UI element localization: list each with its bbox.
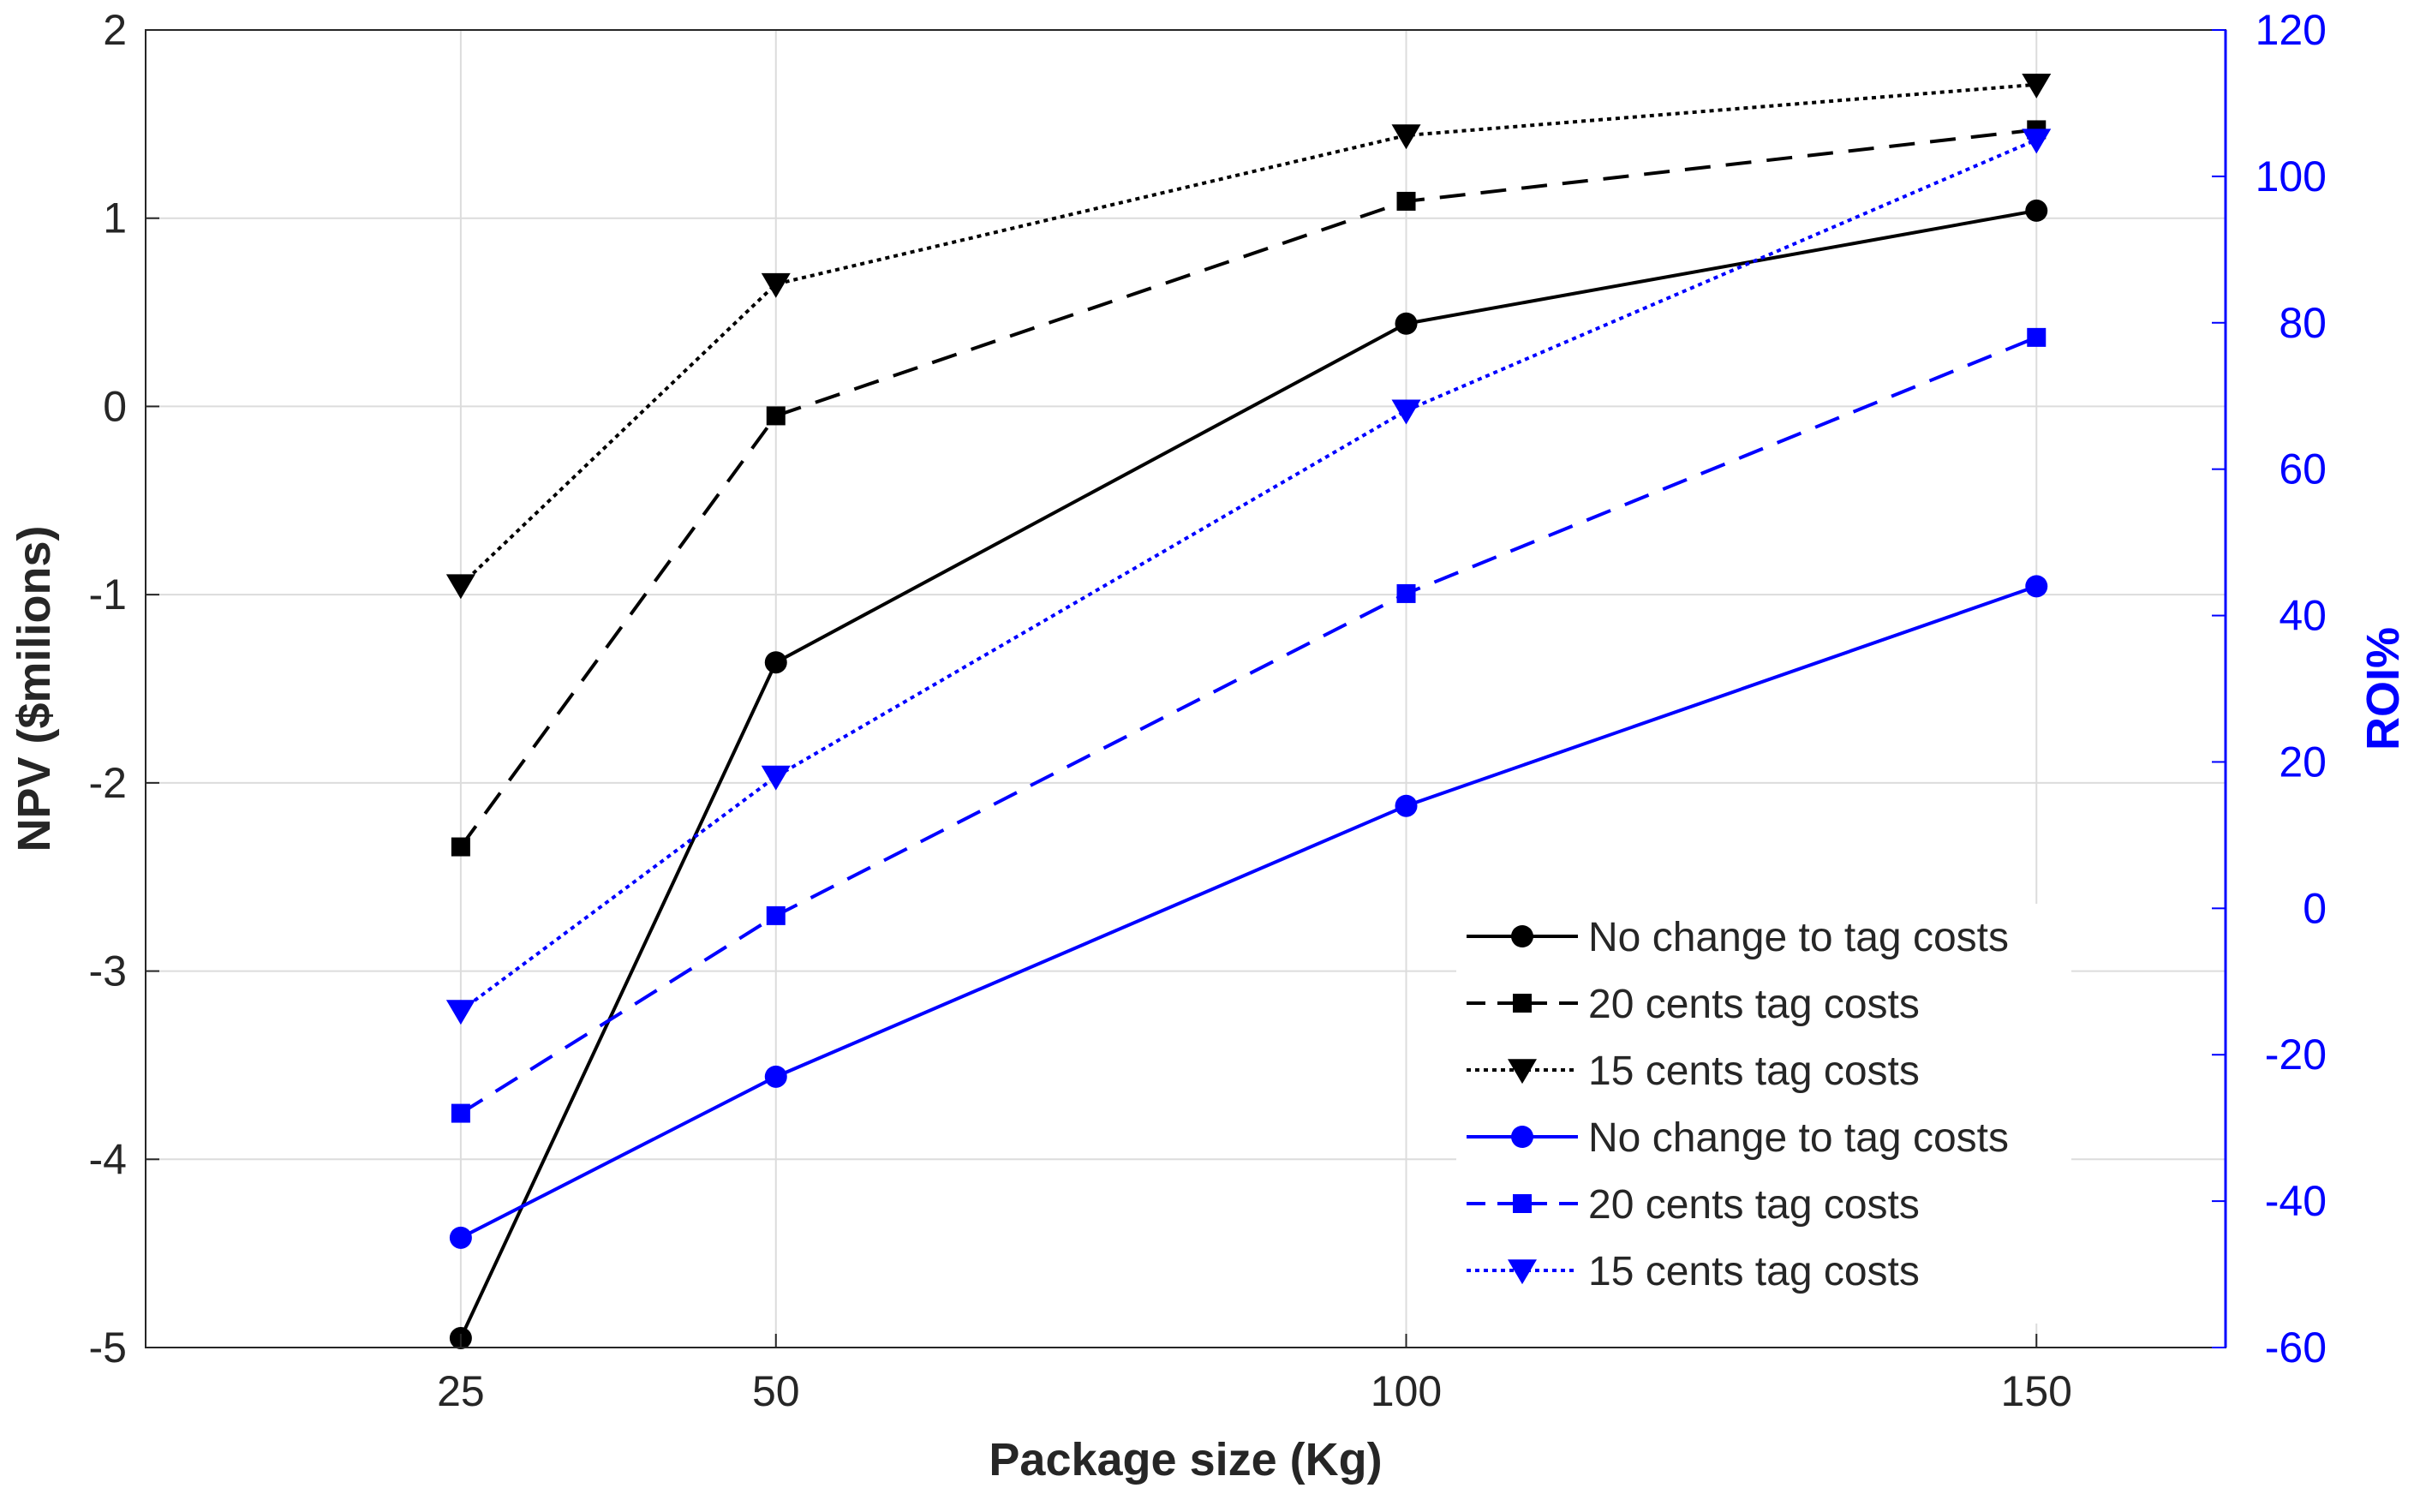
series-line-2 <box>459 82 2037 587</box>
series-2-point <box>2022 73 2052 99</box>
legend: No change to tag costs 20 cents tag costs… <box>1456 904 2071 1324</box>
legend-background <box>1456 904 2071 1324</box>
y-right-axis-title: ROI% <box>2357 627 2409 750</box>
legend-label-4: 20 cents tag costs <box>1588 1182 1920 1228</box>
grid-layer <box>146 30 2226 1348</box>
series-5-point <box>445 1000 475 1025</box>
x-tick-label: 150 <box>2001 1367 2072 1415</box>
y-left-tick-label: 2 <box>103 6 127 54</box>
series-2-point <box>1391 124 1421 150</box>
y-left-tick-label: -3 <box>89 947 127 995</box>
series-line-5 <box>459 138 2038 1013</box>
series-5-point <box>1391 399 1421 425</box>
y-right-tick-label: -20 <box>2265 1031 2327 1079</box>
legend-label-0: No change to tag costs <box>1588 915 2009 960</box>
y-right-tick-label: 60 <box>2279 445 2327 493</box>
series-1-point <box>1396 191 1416 211</box>
series-2-point <box>445 574 475 600</box>
y-right-tick-label: 120 <box>2256 6 2327 54</box>
tick-layer: 25 50 100 150 -5 -4 -3 -2 -1 0 1 2 -60 -40 -20 0 20 40 60 8… <box>89 6 2327 1415</box>
series-2-point <box>761 272 791 298</box>
series-3-point <box>1395 794 1418 817</box>
series-5-point <box>761 765 791 791</box>
series-0-point <box>1395 312 1418 335</box>
legend-label-5: 15 cents tag costs <box>1588 1249 1920 1294</box>
legend-label-2: 15 cents tag costs <box>1588 1049 1920 1094</box>
series-1-point <box>451 837 470 857</box>
series-0-point <box>764 651 787 674</box>
y-left-axis-title: NPV ($milions) <box>9 525 60 852</box>
y-left-tick-label: -1 <box>89 571 127 619</box>
legend-label-1: 20 cents tag costs <box>1588 982 1920 1027</box>
series-4-point <box>1396 583 1416 603</box>
y-right-tick-label: 80 <box>2279 299 2327 347</box>
legend-marker-5 <box>1508 1259 1537 1285</box>
series-4-point <box>451 1103 470 1123</box>
legend-marker-1 <box>1513 994 1532 1013</box>
y-left-tick-label: 0 <box>103 382 127 430</box>
series-3-point <box>764 1065 787 1088</box>
y-right-tick-label: 0 <box>2303 884 2327 932</box>
x-axis-title: Package size (Kg) <box>989 1434 1382 1485</box>
y-right-tick-label: 40 <box>2279 592 2327 640</box>
series-0-point <box>2025 199 2048 222</box>
y-left-tick-label: -2 <box>89 759 127 807</box>
series-1-point <box>766 406 786 426</box>
y-right-tick-label: -60 <box>2265 1324 2327 1372</box>
legend-marker-3 <box>1511 1126 1533 1148</box>
series-3-point <box>2025 575 2048 598</box>
series-line-4 <box>459 336 2038 1115</box>
series-4-point <box>2027 327 2047 347</box>
legend-marker-0 <box>1511 925 1533 947</box>
series-line-3 <box>459 584 2037 1240</box>
y-left-tick-label: -4 <box>89 1135 127 1183</box>
y-left-tick-label: -5 <box>89 1324 127 1372</box>
series-layer <box>445 73 2052 1350</box>
y-right-tick-label: 20 <box>2279 738 2327 786</box>
series-3-point <box>449 1226 472 1249</box>
x-tick-label: 100 <box>1371 1367 1442 1415</box>
series-4-point <box>766 905 786 925</box>
series-5-point <box>2022 128 2052 154</box>
legend-marker-2 <box>1508 1059 1537 1085</box>
series-line-0 <box>459 208 2037 1339</box>
legend-label-3: No change to tag costs <box>1588 1115 2009 1161</box>
series-line-1 <box>459 128 2037 848</box>
y-left-tick-label: 1 <box>103 194 127 242</box>
x-tick-label: 25 <box>437 1367 485 1415</box>
x-tick-label: 50 <box>752 1367 800 1415</box>
y-right-tick-label: 100 <box>2256 152 2327 200</box>
legend-marker-4 <box>1513 1194 1532 1213</box>
y-right-tick-label: -40 <box>2265 1177 2327 1225</box>
